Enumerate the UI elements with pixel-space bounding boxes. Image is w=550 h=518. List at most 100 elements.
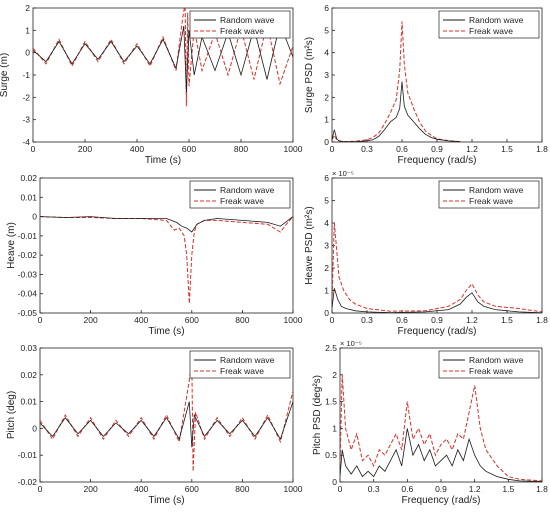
random-wave-line: [33, 22, 293, 93]
y-tick-label: 0: [32, 423, 37, 433]
y-tick-label: 5: [324, 25, 329, 35]
plot-frame: [39, 177, 294, 314]
x-tick-label: 800: [234, 144, 248, 154]
y-axis-label: Pitch PSD (deg²s): [312, 375, 323, 455]
x-tick-label: 0: [38, 484, 43, 494]
x-tick-label: 0: [31, 144, 36, 154]
legend-label: Freak wave: [469, 366, 513, 376]
y-tick-label: 0: [25, 48, 30, 58]
y-tick-label: -0.03: [18, 269, 38, 279]
legend-label: Random wave: [469, 355, 524, 365]
y-tick-label: 6: [324, 3, 329, 13]
legend-label: Freak wave: [469, 26, 513, 36]
x-axis-label: Frequency (rad/s): [402, 495, 481, 506]
y-tick-label: 6: [324, 173, 329, 183]
y-tick-label: 3: [324, 70, 329, 80]
x-axis-label: Time (s): [148, 495, 184, 506]
x-tick-label: 0: [338, 484, 343, 494]
legend-label: Freak wave: [220, 366, 264, 376]
y-tick-label: -0.05: [18, 308, 38, 318]
y-tick-label: -1: [22, 70, 30, 80]
freak-wave-line: [332, 222, 542, 313]
x-axis-label: Time (s): [145, 155, 181, 166]
x-axis-label: Frequency (rad/s): [398, 326, 477, 337]
x-tick-label: 1.5: [501, 144, 513, 154]
x-tick-label: 1.2: [466, 144, 478, 154]
legend-label: Random wave: [220, 185, 275, 195]
x-axis-label: Time (s): [148, 326, 184, 337]
x-tick-label: 1000: [284, 144, 303, 154]
y-tick-label: 2: [332, 370, 337, 380]
y-tick-label: 5: [324, 196, 329, 206]
x-tick-label: 1.5: [501, 315, 513, 325]
y-tick-label: 0: [332, 477, 337, 487]
x-tick-label: 0.3: [361, 315, 373, 325]
heave-time-panel: 0 200 400 600 800 1000 -0.05 -0.04 -0.03 -0.02 -0.…: [6, 173, 303, 337]
surge-psd-panel: 0 0.3 0.6 0.9 1.2 1.5 1.8 0 1 2 3 4 5 6 Frequency (rad…: [304, 3, 548, 166]
y-tick-label: 2: [324, 263, 329, 273]
x-tick-label: 1000: [284, 484, 303, 494]
y-tick-label: 3: [324, 241, 329, 251]
plot-frame: [39, 347, 294, 483]
x-tick-label: 1.8: [536, 315, 548, 325]
y-tick-label: -0.01: [18, 450, 38, 460]
y-axis-label: Surge PSD (m²s): [304, 37, 315, 113]
y-tick-label: 0: [324, 308, 329, 318]
x-tick-label: 400: [134, 315, 148, 325]
x-tick-label: 1.8: [536, 144, 548, 154]
x-tick-label: 0.6: [401, 484, 413, 494]
x-tick-label: 200: [84, 484, 98, 494]
y-tick-label: 2: [25, 3, 30, 13]
y-tick-label: -0.01: [18, 231, 38, 241]
legend-label: Random wave: [469, 185, 524, 195]
x-tick-label: 1000: [284, 315, 303, 325]
x-tick-label: 800: [235, 315, 249, 325]
y-tick-label: 2: [324, 92, 329, 102]
random-wave-line: [332, 81, 461, 142]
random-wave-line: [40, 216, 293, 233]
y-tick-label: 0.01: [20, 397, 37, 407]
x-tick-label: 0: [330, 144, 335, 154]
x-tick-label: 1.2: [469, 484, 481, 494]
y-tick-label: 0.01: [20, 192, 37, 202]
y-tick-label: 1: [324, 115, 329, 125]
legend-label: Freak wave: [220, 26, 264, 36]
y-tick-label: 0: [324, 137, 329, 147]
x-tick-label: 1.5: [502, 484, 514, 494]
legend-label: Random wave: [220, 15, 275, 25]
freak-wave-line: [332, 21, 461, 142]
x-tick-label: 0: [38, 315, 43, 325]
x-tick-label: 600: [185, 484, 199, 494]
y-tick-label: 1: [332, 423, 337, 433]
x-tick-label: 200: [84, 315, 98, 325]
surge-time-panel: 0 200 400 600 800 1000 -4 -3 -2 -1 0 1 2 Time (s) Surg…: [0, 3, 303, 166]
y-tick-label: 0: [32, 212, 37, 222]
y-tick-label: 1.5: [325, 397, 337, 407]
y-tick-label: 0.03: [20, 343, 37, 353]
x-tick-label: 200: [78, 144, 92, 154]
y-tick-label: -0.02: [18, 250, 38, 260]
x-tick-label: 0.6: [396, 315, 408, 325]
x-tick-label: 0: [330, 315, 335, 325]
y-tick-label: 1: [324, 286, 329, 296]
heave-psd-panel: 0 0.3 0.6 0.9 1.2 1.5 1.8 0 1 2 3 4 5 6 Frequency (rad…: [304, 169, 548, 337]
x-tick-label: 0.9: [431, 315, 443, 325]
x-tick-label: 800: [235, 484, 249, 494]
legend-label: Freak wave: [220, 196, 264, 206]
legend-box: [438, 350, 540, 379]
y-tick-label: -0.02: [18, 477, 38, 487]
y-tick-label: -3: [22, 115, 30, 125]
freak-wave-line: [40, 216, 293, 304]
x-tick-label: 1.2: [466, 315, 478, 325]
x-tick-label: 400: [130, 144, 144, 154]
x-tick-label: 0.9: [435, 484, 447, 494]
random-wave-line: [332, 288, 542, 313]
legend-box: [189, 350, 291, 379]
x-tick-label: 1.8: [536, 484, 548, 494]
y-axis-label: Pitch (deg): [6, 391, 17, 439]
x-tick-label: 0.9: [431, 144, 443, 154]
